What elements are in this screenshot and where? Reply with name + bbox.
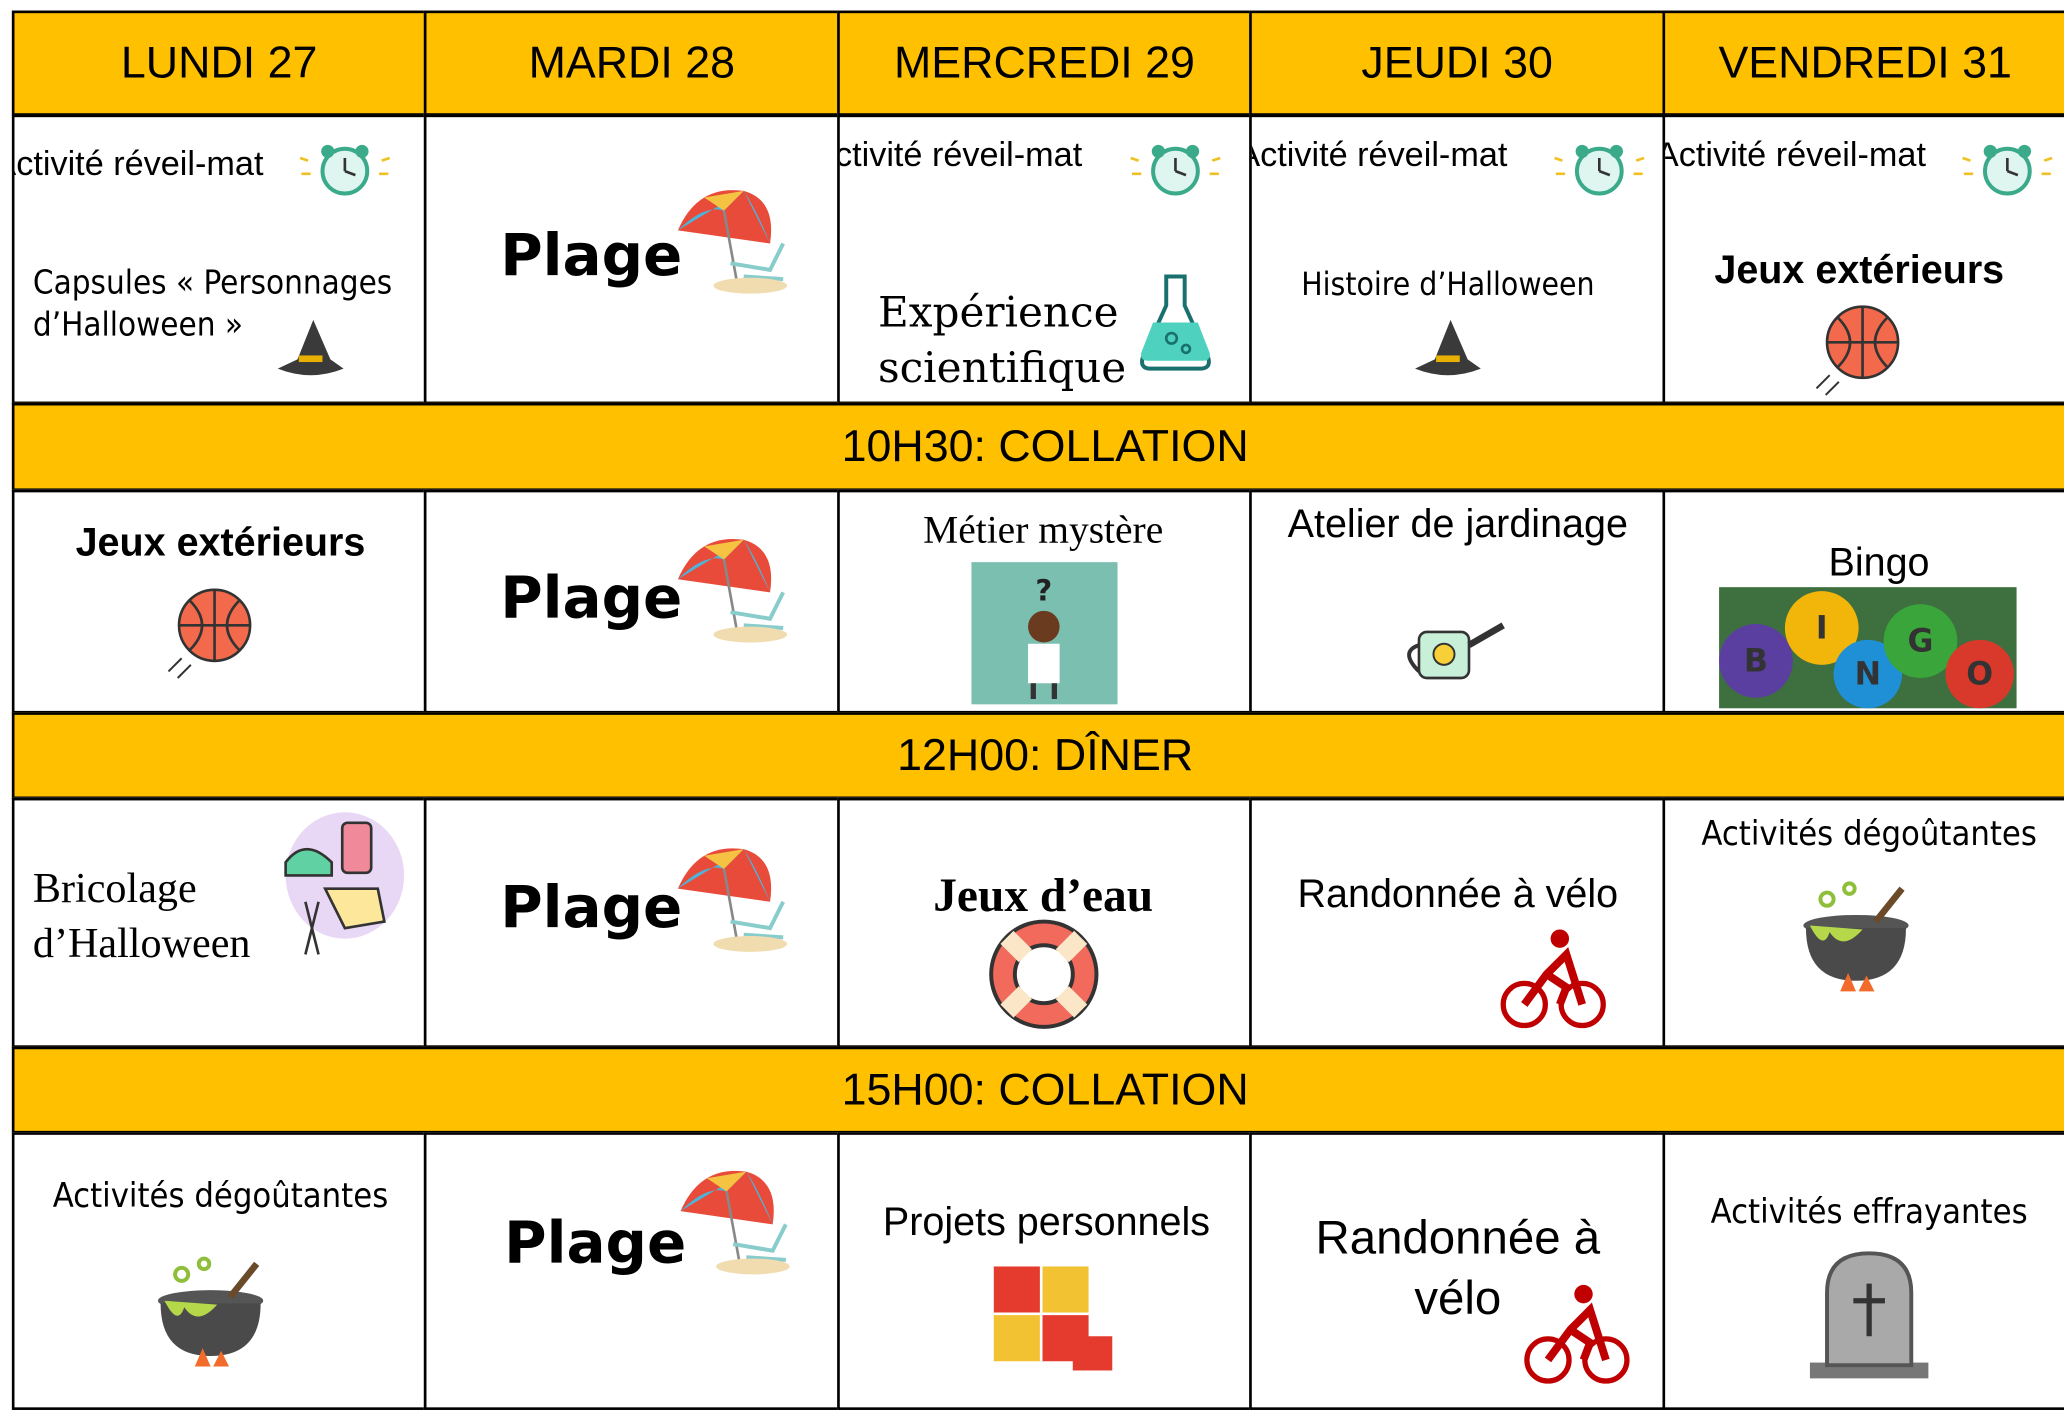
activity-text: Bricolage d’Halloween [32, 863, 251, 967]
icon-bike [1524, 1284, 1630, 1384]
icon-clock [299, 144, 391, 196]
activity-text: Atelier de jardinage [1287, 502, 1628, 546]
svg-text:?: ? [1035, 573, 1052, 607]
activity-text: Plage [500, 874, 683, 942]
activity-text: Bingo [1828, 540, 1930, 584]
cell [1249, 797, 1666, 1048]
icon-mystery: ? [971, 562, 1118, 705]
icon-hat [277, 319, 344, 376]
icon-umb [677, 848, 788, 952]
activity-text: Activité réveil-mat [1237, 134, 1508, 174]
activity-text: Capsules « Personnages d’Halloween » [32, 262, 393, 344]
icon-pot [1803, 881, 1909, 992]
icon-clock [1554, 144, 1645, 196]
svg-text:O: O [1966, 657, 1993, 693]
activity-text: Randonnée à vélo [1297, 872, 1619, 916]
activity-text: Activités effrayantes [1710, 1192, 2028, 1233]
activity-text: Plage [504, 1210, 687, 1278]
icon-umb [677, 538, 788, 643]
activity-text: Projets personnels [882, 1199, 1210, 1244]
icon-ball [1815, 305, 1900, 396]
break-row: 15H00: COLLATION [11, 1046, 2064, 1134]
svg-text:B: B [1744, 643, 1768, 679]
icon-puzzle [993, 1266, 1113, 1371]
activity-text: Jeux extérieurs [75, 520, 366, 565]
day-header: VENDREDI 31 [1662, 10, 2064, 116]
icon-umb [680, 1170, 790, 1275]
cell [11, 1132, 427, 1410]
cell [1249, 1132, 1666, 1410]
icon-flask [1140, 274, 1211, 371]
day-header: JEUDI 30 [1249, 10, 1666, 116]
activity-text: Expérience scientifique [877, 287, 1127, 393]
activity-text: Activité réveil-mat [0, 143, 264, 184]
icon-ball [167, 588, 252, 679]
activity-text: Plage [500, 565, 683, 633]
icon-bike [1500, 929, 1606, 1029]
icon-pot [157, 1256, 264, 1367]
activity-text: Métier mystère [923, 507, 1164, 551]
svg-text:I: I [1816, 611, 1828, 647]
icon-umb [677, 190, 788, 294]
activity-text: Histoire d’Halloween [1301, 266, 1595, 304]
icon-can [1407, 622, 1505, 680]
activity-text: Jeux d’eau [933, 868, 1154, 922]
day-header: MERCREDI 29 [837, 10, 1252, 116]
break-row: 10H30: COLLATION [11, 402, 2064, 492]
icon-tomb [1809, 1251, 1929, 1379]
icon-clock [1962, 144, 2053, 196]
icon-hat [1415, 319, 1481, 376]
svg-text:G: G [1908, 624, 1934, 660]
svg-text:N: N [1855, 657, 1881, 693]
break-row: 12H00: DÎNER [11, 712, 2064, 800]
icon-craft [284, 812, 405, 955]
cell [423, 114, 840, 405]
activity-text: Randonnée à vélo [1315, 1209, 1601, 1325]
day-header: MARDI 28 [423, 10, 840, 116]
cell [1662, 797, 2064, 1048]
activity-text: Activités dégoûtantes [1701, 815, 2037, 855]
activity-text: Jeux extérieurs [1714, 248, 2005, 292]
icon-clock [1130, 144, 1221, 196]
activity-text: Activité réveil-mat [1655, 134, 1926, 174]
cell [423, 489, 840, 714]
day-header: LUNDI 27 [11, 10, 427, 116]
activity-text: Activité réveil-mat [812, 134, 1083, 174]
activity-text: Plage [500, 223, 683, 291]
activity-text: Activités dégoûtantes [52, 1177, 389, 1217]
icon-buoy [989, 919, 1099, 1029]
